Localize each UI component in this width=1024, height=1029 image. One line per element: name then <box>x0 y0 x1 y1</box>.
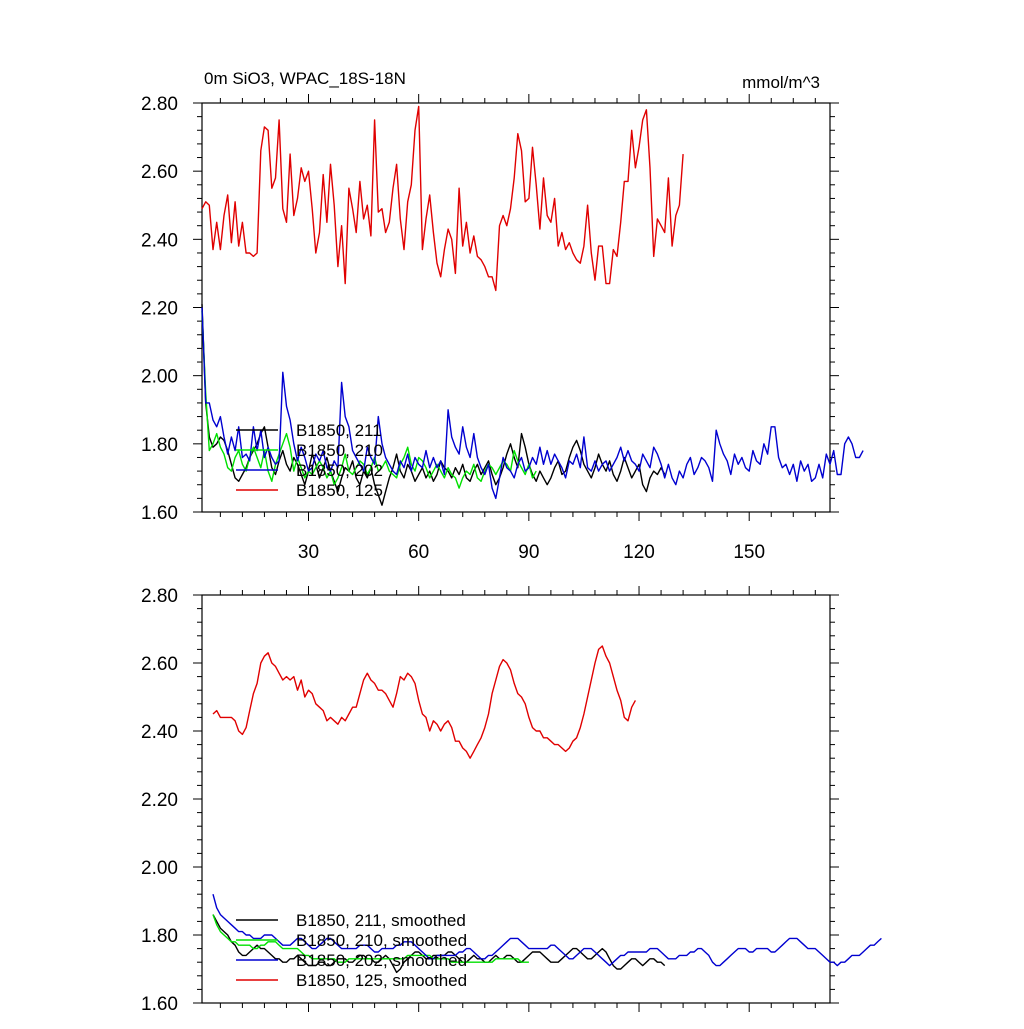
y-tick-label: 2.40 <box>141 722 178 743</box>
y-tick-label: 2.20 <box>141 790 178 811</box>
y-tick-labels: 1.60 1.80 2.00 2.20 2.40 2.60 2.80 <box>141 586 178 1015</box>
legend-entry: B1850, 210, smoothed <box>296 931 467 950</box>
series-line-2 <box>212 914 529 963</box>
legend-entry: B1850, 210 <box>296 441 383 460</box>
units-label: mmol/m^3 <box>742 73 820 92</box>
series-line-1 <box>201 304 666 506</box>
series-line-4 <box>212 645 637 759</box>
y-tick-label: 2.20 <box>141 299 178 320</box>
raw-panel: 0m SiO3, WPAC_18S-18N mmol/m^3 1.60 1.80 2… <box>141 69 864 563</box>
legend-entry: B1850, 125, smoothed <box>296 971 467 990</box>
legend-entry: B1850, 211, smoothed <box>296 911 466 930</box>
x-tick-label: 90 <box>518 542 539 563</box>
y-tick-label: 1.80 <box>141 435 178 456</box>
series-lines <box>201 105 864 506</box>
legend-entry: B1850, 202, smoothed <box>296 951 467 970</box>
x-tick-labels: 30 60 90 120 150 <box>298 542 765 563</box>
y-tick-labels: 1.60 1.80 2.00 2.20 2.40 2.60 2.80 <box>141 94 178 524</box>
y-tick-label: 2.00 <box>141 367 178 388</box>
series-line-3 <box>212 894 882 967</box>
x-tick-label: 30 <box>298 542 319 563</box>
y-tick-label: 2.00 <box>141 858 178 879</box>
smoothed-panel: 1.60 1.80 2.00 2.20 2.40 2.60 2.80 B1850, 211,… <box>141 586 882 1015</box>
y-tick-label: 1.60 <box>141 503 178 524</box>
series-line-2 <box>201 310 537 489</box>
y-tick-label: 1.80 <box>141 926 178 947</box>
y-tick-label: 2.60 <box>141 654 178 675</box>
y-tick-label: 1.60 <box>141 994 178 1015</box>
y-tick-label: 2.60 <box>141 162 178 183</box>
series-line-4 <box>201 105 684 292</box>
legend-entry: B1850, 211 <box>296 421 382 440</box>
y-tick-label: 2.40 <box>141 230 178 251</box>
legend-entry: B1850, 125 <box>296 481 383 500</box>
series-lines <box>212 645 882 974</box>
series-line-3 <box>201 307 864 500</box>
y-tick-label: 2.80 <box>141 94 178 115</box>
x-tick-label: 60 <box>408 542 429 563</box>
axis-ticks <box>193 586 839 1012</box>
x-tick-label: 120 <box>623 542 655 563</box>
x-tick-label: 150 <box>733 542 765 563</box>
legend-entry: B1850, 202 <box>296 461 383 480</box>
y-tick-label: 2.80 <box>141 586 178 607</box>
chart-title: 0m SiO3, WPAC_18S-18N <box>204 69 406 88</box>
